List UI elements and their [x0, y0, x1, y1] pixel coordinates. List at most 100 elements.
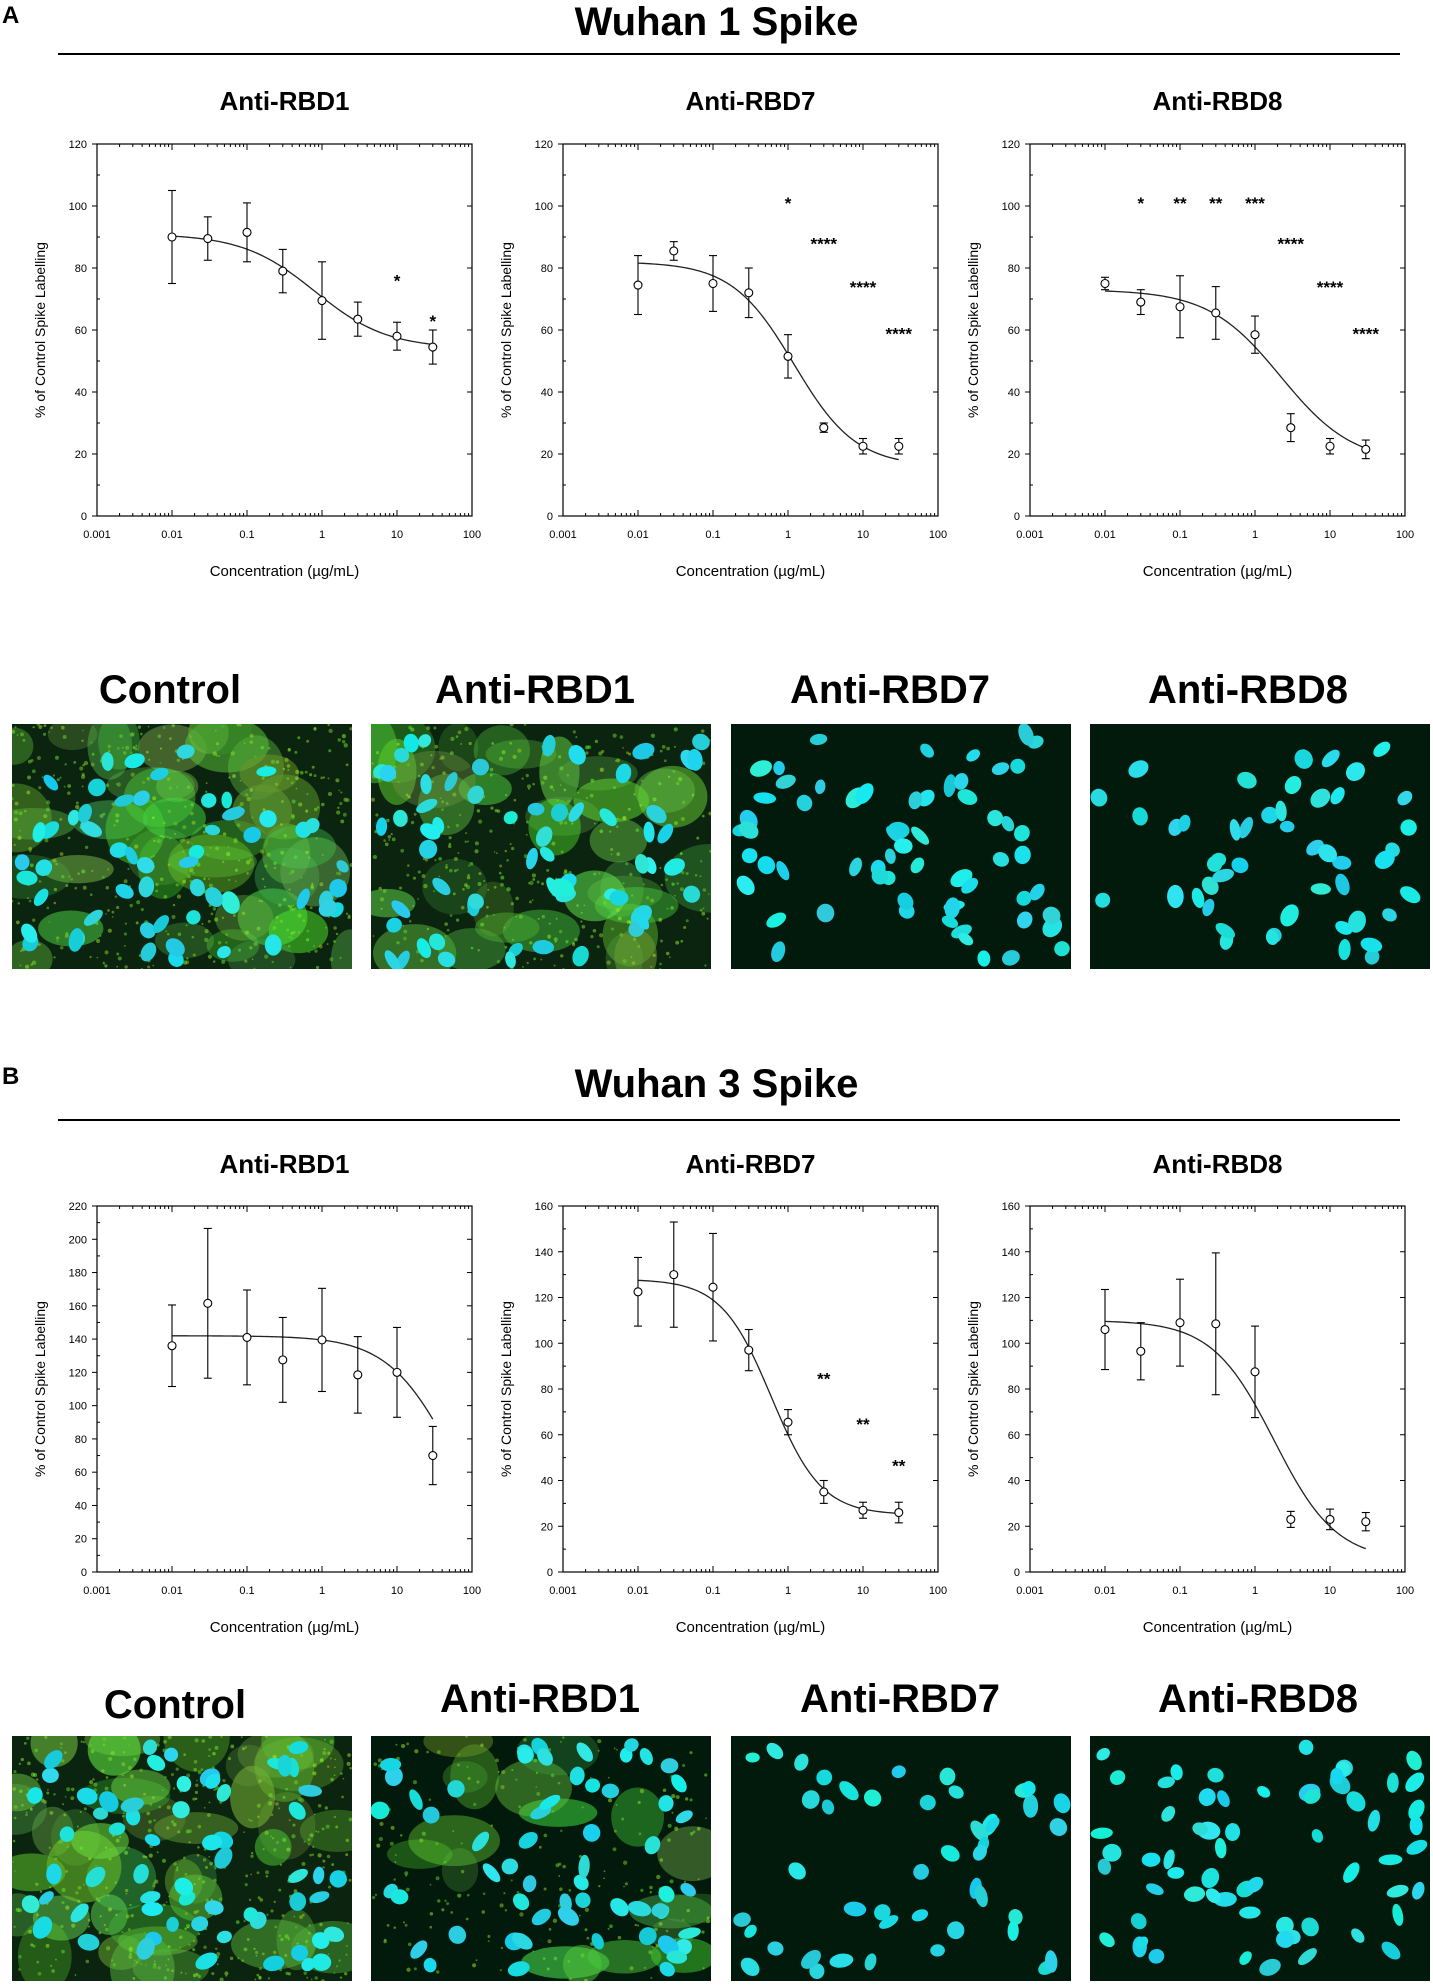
- stain-speck: [106, 868, 110, 871]
- stain-speck: [702, 1967, 705, 1970]
- y-tick-label: 40: [541, 1476, 553, 1488]
- cell-stain: [47, 724, 98, 751]
- nucleus: [416, 938, 432, 959]
- stain-speck: [645, 896, 650, 900]
- stain-speck: [290, 936, 293, 940]
- nucleus: [1406, 1839, 1428, 1855]
- stain-speck: [319, 1758, 324, 1763]
- stain-speck: [404, 1923, 408, 1927]
- stain-speck: [428, 1798, 432, 1802]
- stain-speck: [506, 887, 511, 892]
- y-tick-label: 20: [1008, 449, 1020, 461]
- nucleus: [437, 951, 456, 968]
- stain-speck: [89, 893, 93, 897]
- x-tick-label: 0.001: [549, 529, 577, 541]
- nucleus: [264, 934, 282, 956]
- stain-speck: [176, 758, 181, 763]
- nucleus: [801, 1949, 821, 1969]
- nucleus: [1008, 1909, 1023, 1925]
- stain-speck: [498, 756, 504, 761]
- nucleus: [775, 774, 796, 789]
- y-tick-label: 100: [1002, 1338, 1020, 1350]
- stain-speck: [166, 1805, 171, 1810]
- nucleus: [467, 785, 485, 804]
- stain-speck: [261, 776, 265, 780]
- stain-speck: [308, 951, 311, 954]
- stain-speck: [32, 1944, 36, 1948]
- nucleus: [884, 848, 896, 864]
- significance-label: ****: [1353, 324, 1380, 343]
- stain-speck: [167, 1945, 171, 1949]
- nucleus: [14, 854, 30, 871]
- stain-speck: [343, 743, 348, 748]
- stain-speck: [310, 885, 315, 890]
- stain-speck: [607, 1776, 610, 1779]
- nucleus: [336, 860, 349, 873]
- stain-speck: [236, 724, 241, 727]
- y-tick-label: 40: [75, 387, 87, 399]
- stain-speck: [480, 922, 485, 927]
- stain-speck: [283, 834, 287, 838]
- x-tick-label: 1: [1252, 1585, 1258, 1597]
- stain-speck: [65, 1905, 70, 1910]
- stain-speck: [491, 742, 495, 745]
- nucleus: [32, 822, 46, 843]
- stain-speck: [52, 858, 57, 863]
- stain-speck: [228, 776, 231, 779]
- nucleus: [970, 1820, 989, 1842]
- stain-speck: [490, 806, 494, 810]
- cell-stain: [587, 1940, 662, 1974]
- significance-label: **: [817, 1369, 831, 1388]
- stain-speck: [603, 1870, 606, 1873]
- nucleus: [644, 1836, 661, 1855]
- significance-label: **: [1209, 194, 1223, 213]
- stain-speck: [21, 1803, 24, 1807]
- stain-speck: [286, 928, 290, 932]
- stain-speck: [281, 1914, 285, 1918]
- cell-stain: [485, 739, 557, 769]
- data-point: [858, 441, 868, 451]
- stain-speck: [157, 1966, 161, 1970]
- stain-speck: [406, 873, 410, 877]
- nucleus: [432, 877, 451, 896]
- stain-speck: [225, 941, 228, 944]
- stain-speck: [635, 828, 640, 832]
- x-tick-label: 1: [1252, 529, 1258, 541]
- nucleus: [1310, 883, 1331, 895]
- stain-speck: [163, 895, 168, 899]
- stain-speck: [607, 1927, 610, 1930]
- nucleus: [133, 790, 150, 806]
- stain-speck: [407, 795, 411, 799]
- stain-speck: [147, 965, 151, 969]
- stain-speck: [559, 784, 562, 786]
- y-tick-label: 60: [1008, 325, 1020, 337]
- stain-speck: [329, 1757, 332, 1760]
- stain-speck: [487, 888, 490, 891]
- cell-stain: [12, 727, 34, 765]
- stain-speck: [327, 777, 330, 780]
- stain-speck: [73, 760, 77, 764]
- nucleus: [671, 1774, 687, 1793]
- stain-speck: [270, 759, 276, 765]
- stain-speck: [410, 820, 415, 825]
- nucleus: [1409, 1815, 1423, 1836]
- stain-speck: [177, 932, 182, 937]
- stain-speck: [26, 1736, 30, 1740]
- y-tick-label: 120: [69, 139, 87, 151]
- stain-speck: [132, 746, 136, 750]
- nucleus: [221, 891, 240, 914]
- nucleus: [1346, 1791, 1366, 1812]
- nucleus: [384, 950, 401, 969]
- stain-speck: [700, 860, 703, 863]
- stain-speck: [13, 1925, 16, 1928]
- stain-speck: [148, 1820, 152, 1824]
- stain-speck: [92, 1778, 95, 1781]
- y-tick-label: 0: [81, 1567, 87, 1579]
- stain-speck: [503, 1892, 506, 1895]
- cell-stain: [225, 1744, 272, 1787]
- nucleus: [1400, 886, 1421, 904]
- nucleus: [740, 1957, 760, 1976]
- stain-speck: [495, 1758, 499, 1763]
- stain-speck: [615, 1748, 618, 1751]
- stain-speck: [209, 1861, 214, 1866]
